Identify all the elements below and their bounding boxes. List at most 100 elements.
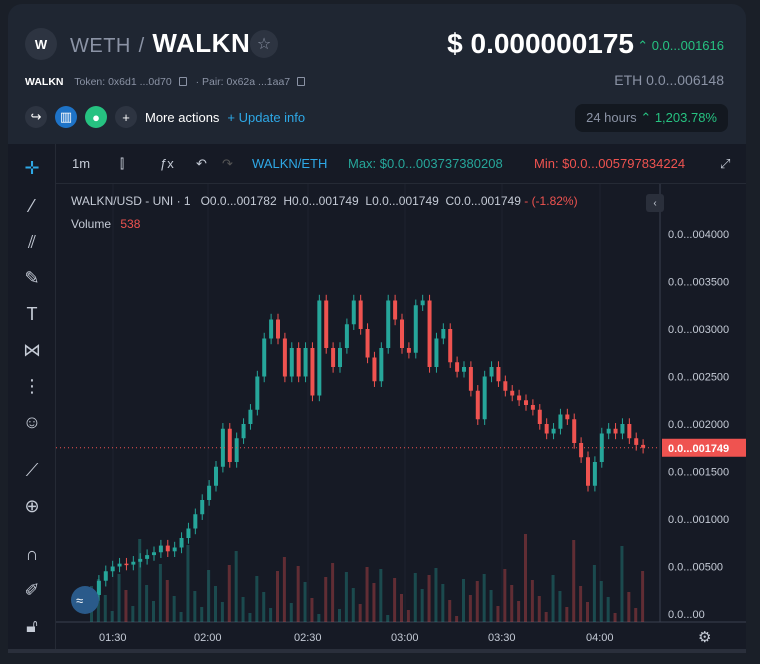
trendline-icon[interactable]: ⁄ [30, 195, 34, 216]
eth-price: ETH 0.0...006148 [614, 72, 724, 88]
volume-bar [269, 608, 273, 622]
candle-body [158, 545, 163, 553]
collapse-legend-icon[interactable]: ‹ [646, 194, 664, 212]
copy-token-icon[interactable] [178, 77, 187, 86]
ruler-icon[interactable]: ⟋ [25, 459, 39, 480]
crosshair-icon[interactable]: ✛ [24, 157, 40, 178]
period-selector[interactable]: 24 hours ⌃ 1,203.78% [575, 104, 728, 132]
pair-toggle[interactable]: WALKN/ETH [252, 156, 328, 171]
candle-body [365, 329, 370, 358]
candle-body [468, 367, 473, 391]
volume-bar [613, 613, 617, 622]
token-name: WALKN [25, 76, 64, 88]
volume-bar [393, 578, 397, 622]
volume-bar [468, 595, 472, 622]
volume-bar [103, 595, 107, 622]
magnet-icon[interactable]: ∩ [25, 543, 39, 564]
volume-bar [517, 601, 521, 622]
pair-separator: / [138, 35, 145, 57]
candle-body [517, 395, 522, 401]
time-tick: 02:30 [294, 632, 322, 644]
redo-icon[interactable]: ↷ [222, 156, 233, 171]
candle-type-icon[interactable]: ⫿ [120, 156, 125, 171]
update-info-link[interactable]: + Update info [227, 109, 306, 125]
token-address: Token: 0x6d1 ...0d70 [74, 76, 172, 88]
chart-panel: ✛ ⁄ ⫽ ✎ T ⋈ ⋮ ☺ ⟋ ⊕ ∩ ✐ 🔓︎ 1m ⫿ ƒx ↶ ↷ W… [8, 144, 746, 649]
price-change: ⌃ 0.0...001616 [637, 38, 724, 53]
candle-body [344, 324, 349, 348]
fullscreen-icon[interactable]: ⤢ [720, 156, 731, 171]
candle-body [475, 390, 480, 420]
emoji-icon[interactable]: ☺ [22, 411, 42, 432]
candle-body [524, 400, 528, 405]
volume-bar [510, 585, 514, 622]
time-tick: 04:00 [586, 632, 614, 644]
legend-low: L0.0...001749 [365, 194, 439, 208]
indicators-icon[interactable]: ƒx [160, 156, 174, 171]
volume-bar [338, 609, 341, 622]
candle-body [324, 300, 329, 348]
candle-body [110, 566, 115, 572]
chart-settings-icon[interactable]: ⚙ [698, 629, 711, 646]
volume-bar [551, 575, 555, 622]
undo-icon[interactable]: ↶ [196, 156, 207, 171]
candle-body [441, 329, 446, 339]
volume-bar [537, 596, 541, 622]
pattern-icon[interactable]: ⋈ [23, 339, 41, 360]
token-header: W WETH / WALKN ☆ $ 0.000000175 ⌃ 0.0...0… [8, 4, 746, 144]
volume-bar [317, 614, 321, 622]
candle-body [310, 348, 315, 396]
candle-body [489, 367, 494, 377]
prediction-icon[interactable]: ⋮ [23, 375, 41, 396]
copy-pair-icon[interactable] [297, 77, 306, 86]
candle-body [551, 428, 556, 434]
plus-icon[interactable]: + [115, 106, 137, 128]
resize-handle[interactable] [8, 649, 746, 653]
share-icon[interactable]: ↪ [25, 106, 47, 128]
volume-bar [620, 546, 624, 622]
volume-bar [592, 565, 596, 622]
candle-body [220, 428, 225, 467]
favorite-star-icon[interactable]: ☆ [250, 30, 278, 58]
volume-bar [455, 616, 459, 622]
candle-body [413, 305, 418, 353]
candle-body [386, 300, 391, 348]
tradingview-logo-icon[interactable] [71, 586, 99, 614]
lock-icon[interactable]: 🔓︎ [26, 615, 38, 636]
candle-body [179, 538, 184, 548]
candle-body [317, 300, 322, 396]
candle-body [400, 319, 404, 348]
exchange-app-icon[interactable]: ● [85, 106, 107, 128]
candle-body [634, 438, 639, 445]
chart-app-icon[interactable]: ▥ [55, 106, 77, 128]
zoom-icon[interactable]: ⊕ [24, 495, 40, 516]
candle-body [186, 528, 191, 538]
price-chart[interactable]: 0.0...004000 0.0...003500 0.0...003000 0.0.… [8, 144, 746, 649]
text-tool-icon[interactable]: T [26, 303, 38, 324]
lock-drawing-icon[interactable]: ✐ [24, 579, 40, 600]
volume-bar [579, 586, 583, 622]
candle-body [303, 348, 308, 377]
candle-body [448, 329, 453, 363]
volume-bar [358, 604, 362, 622]
more-actions-button[interactable]: More actions [145, 109, 220, 125]
brush-icon[interactable]: ✎ [24, 267, 40, 288]
candle-body [255, 376, 260, 410]
volume-bar [303, 582, 307, 622]
fib-tool-icon[interactable]: ⫽ [27, 231, 37, 252]
candles [90, 294, 646, 611]
candle-body [207, 485, 212, 500]
volume-bar [276, 571, 279, 622]
volume-bar [296, 566, 300, 622]
candle-body [172, 547, 177, 552]
min-price: Min: $0.0...005797834224 [534, 156, 686, 171]
volume-bar [565, 607, 569, 622]
candle-body [586, 457, 590, 486]
candle-body [496, 367, 501, 382]
candle-body [558, 414, 563, 429]
ohlc-legend: WALKN/USD - UNI · 1 O0.0...001782 H0.0..… [71, 194, 578, 208]
interval-button[interactable]: 1m [72, 156, 91, 171]
volume-bar [482, 574, 486, 622]
volume-bars [90, 534, 645, 622]
quote-symbol: WETH [70, 35, 131, 57]
